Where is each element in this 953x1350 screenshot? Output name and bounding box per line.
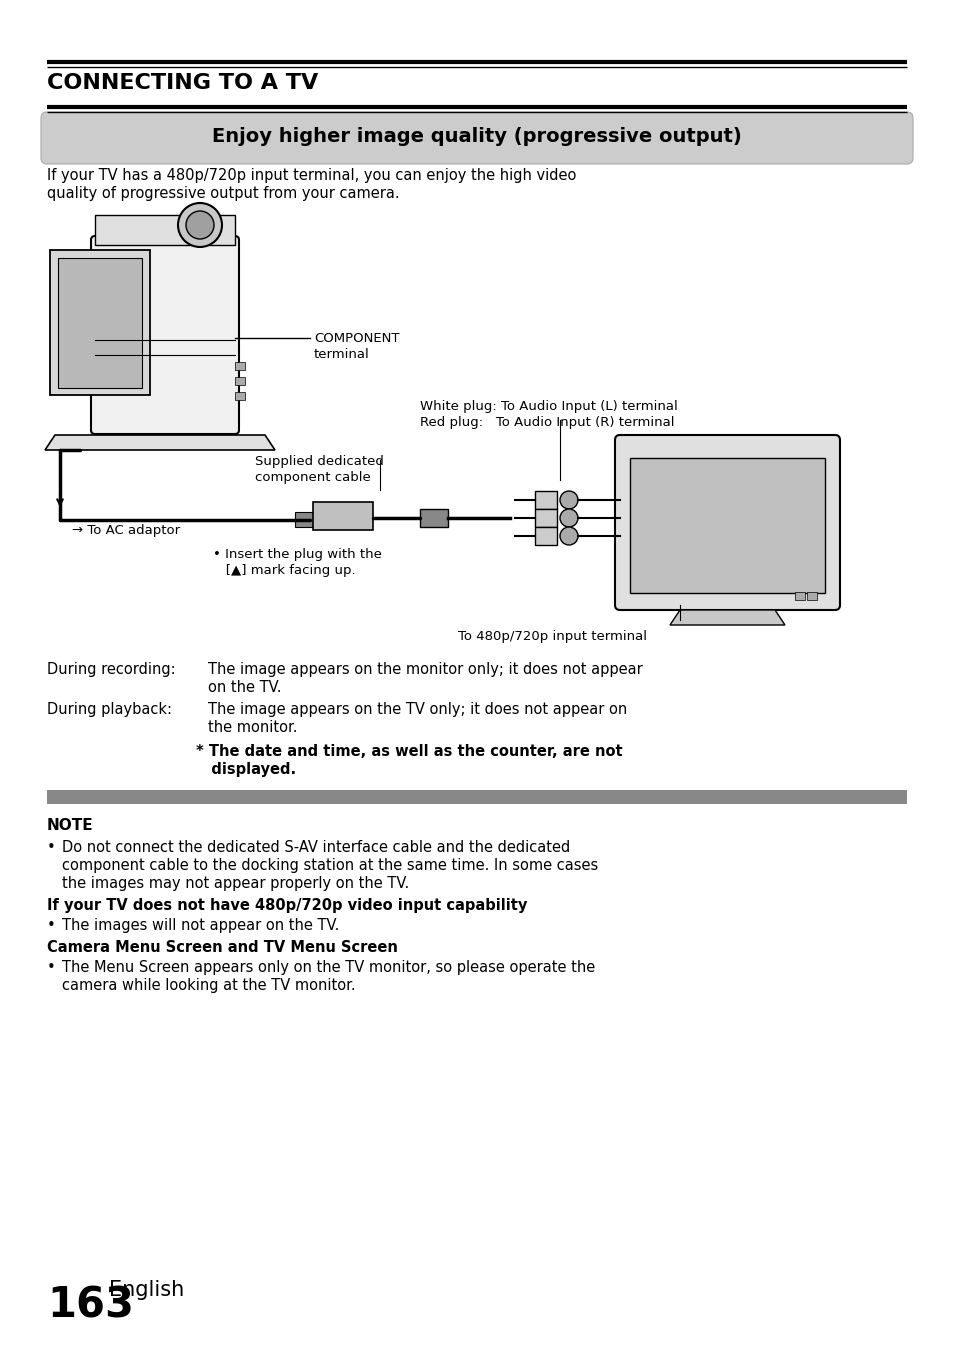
- Text: During playback:: During playback:: [47, 702, 172, 717]
- Bar: [50, 250, 150, 396]
- Text: NOTE: NOTE: [47, 818, 93, 833]
- Circle shape: [186, 211, 213, 239]
- Text: camera while looking at the TV monitor.: camera while looking at the TV monitor.: [62, 977, 355, 994]
- Bar: [629, 458, 824, 593]
- Text: Enjoy higher image quality (progressive output): Enjoy higher image quality (progressive …: [212, 127, 741, 146]
- Text: quality of progressive output from your camera.: quality of progressive output from your …: [47, 186, 399, 201]
- Text: 163: 163: [47, 1285, 133, 1327]
- Text: component cable: component cable: [254, 471, 371, 485]
- Polygon shape: [669, 610, 784, 625]
- Circle shape: [178, 202, 222, 247]
- Bar: [234, 377, 245, 385]
- Text: •: •: [47, 960, 55, 975]
- Bar: [313, 502, 373, 531]
- Text: on the TV.: on the TV.: [208, 680, 281, 695]
- Text: displayed.: displayed.: [195, 761, 295, 778]
- Text: [▲] mark facing up.: [▲] mark facing up.: [213, 564, 355, 576]
- Text: COMPONENT: COMPONENT: [314, 332, 399, 346]
- Text: * The date and time, as well as the counter, are not: * The date and time, as well as the coun…: [195, 744, 622, 759]
- FancyBboxPatch shape: [41, 112, 912, 163]
- Text: •: •: [47, 840, 55, 855]
- Text: • Insert the plug with the: • Insert the plug with the: [213, 548, 381, 562]
- Bar: [234, 362, 245, 370]
- Text: The Menu Screen appears only on the TV monitor, so please operate the: The Menu Screen appears only on the TV m…: [62, 960, 595, 975]
- Bar: [95, 215, 234, 244]
- Bar: [806, 593, 816, 599]
- Bar: [234, 392, 245, 400]
- Bar: [535, 509, 557, 526]
- Text: the images may not appear properly on the TV.: the images may not appear properly on th…: [62, 876, 409, 891]
- Bar: [58, 258, 142, 387]
- Polygon shape: [45, 435, 274, 450]
- Bar: [294, 512, 313, 526]
- Text: •: •: [47, 918, 55, 933]
- Circle shape: [559, 491, 578, 509]
- Text: The image appears on the monitor only; it does not appear: The image appears on the monitor only; i…: [208, 662, 642, 676]
- Text: During recording:: During recording:: [47, 662, 175, 676]
- Text: CONNECTING TO A TV: CONNECTING TO A TV: [47, 73, 318, 93]
- FancyBboxPatch shape: [91, 236, 239, 433]
- Text: terminal: terminal: [314, 348, 370, 360]
- Text: The images will not appear on the TV.: The images will not appear on the TV.: [62, 918, 339, 933]
- Text: component cable to the docking station at the same time. In some cases: component cable to the docking station a…: [62, 859, 598, 873]
- Text: To 480p/720p input terminal: To 480p/720p input terminal: [457, 630, 646, 643]
- Text: → To AC adaptor: → To AC adaptor: [71, 524, 180, 537]
- Text: If your TV does not have 480p/720p video input capability: If your TV does not have 480p/720p video…: [47, 898, 527, 913]
- Text: Red plug:   To Audio Input (R) terminal: Red plug: To Audio Input (R) terminal: [419, 416, 674, 429]
- Text: The image appears on the TV only; it does not appear on: The image appears on the TV only; it doe…: [208, 702, 626, 717]
- Bar: [794, 593, 804, 599]
- Text: White plug: To Audio Input (L) terminal: White plug: To Audio Input (L) terminal: [419, 400, 677, 413]
- Text: If your TV has a 480p/720p input terminal, you can enjoy the high video: If your TV has a 480p/720p input termina…: [47, 167, 576, 184]
- Text: Supplied dedicated: Supplied dedicated: [254, 455, 383, 468]
- Text: English: English: [109, 1280, 184, 1300]
- Circle shape: [559, 509, 578, 526]
- Text: the monitor.: the monitor.: [208, 720, 297, 734]
- Bar: [535, 491, 557, 509]
- FancyBboxPatch shape: [615, 435, 840, 610]
- Text: Do not connect the dedicated S-AV interface cable and the dedicated: Do not connect the dedicated S-AV interf…: [62, 840, 570, 855]
- Bar: [419, 509, 448, 526]
- Bar: [47, 790, 906, 805]
- Bar: [535, 526, 557, 545]
- Text: Camera Menu Screen and TV Menu Screen: Camera Menu Screen and TV Menu Screen: [47, 940, 397, 954]
- Circle shape: [559, 526, 578, 545]
